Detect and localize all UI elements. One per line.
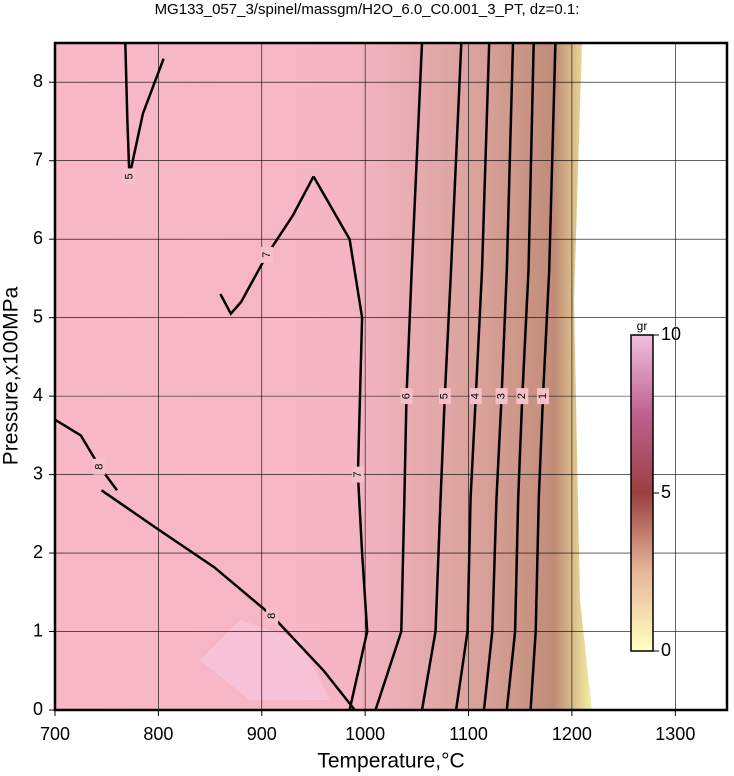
contour-label: 1 [537, 393, 549, 399]
contour-label-bg [266, 607, 279, 624]
x-axis-label: Temperature,°C [317, 750, 464, 773]
contour-line [482, 42, 515, 711]
contour-line [505, 42, 535, 711]
plot-frame [53, 41, 729, 712]
contour-label: 3 [496, 393, 508, 399]
contour-label: 6 [400, 393, 412, 399]
colorbar-label: gr [637, 319, 648, 333]
y-tick-label: 0 [33, 699, 43, 719]
x-tick-label: 1200 [552, 724, 592, 744]
contour-line [454, 42, 491, 711]
contour-label: 7 [261, 252, 273, 258]
colorbar-tick-label: 10 [661, 324, 681, 344]
stability-field [55, 43, 592, 710]
contour-label: 5 [123, 173, 135, 179]
contour-label-bg [400, 388, 413, 405]
contour-line [374, 42, 424, 711]
y-tick-label: 8 [33, 71, 43, 91]
y-axis-label: Pressure,x100MPa [0, 286, 23, 465]
x-tick-label: 1300 [655, 724, 695, 744]
contour-label-bg [495, 388, 508, 405]
colorbar-tick-label: 0 [661, 640, 671, 660]
contour-label-bg [438, 388, 451, 405]
contour-label: 5 [439, 393, 451, 399]
contour-label-bg [351, 466, 364, 483]
x-tick-label: 700 [40, 724, 70, 744]
x-tick-label: 1000 [345, 724, 385, 744]
y-tick-label: 6 [33, 228, 43, 248]
contour-label: 7 [352, 472, 364, 478]
y-tick-label: 7 [33, 149, 43, 169]
contours: 6 5 4 3 2 1 7 8 8 5 7 [54, 42, 557, 711]
contour-label: 8 [266, 613, 278, 619]
contour-label: 8 [93, 464, 105, 470]
contour-line [100, 489, 356, 711]
contour-label-bg [123, 168, 136, 185]
y-tick-label: 1 [33, 620, 43, 640]
x-tick-label: 1100 [449, 724, 488, 744]
y-tick-label: 2 [33, 542, 43, 562]
contour-line [219, 175, 315, 316]
contour-label: 2 [516, 393, 528, 399]
colorbar: gr 0 5 10 [630, 319, 681, 660]
x-tick-label: 800 [143, 724, 173, 744]
y-tick-label: 3 [33, 463, 43, 483]
contour-label-bg [469, 388, 482, 405]
contour-line [529, 42, 557, 711]
contour-line [54, 418, 119, 492]
contour-line [312, 175, 369, 711]
contour-label-bg [93, 458, 106, 475]
colorbar-tick-label: 5 [661, 482, 671, 502]
contour-label-bg [536, 388, 549, 405]
colorbar-scale [630, 334, 654, 652]
low-region [200, 620, 330, 700]
contour-label: 4 [470, 393, 482, 399]
chart-title: MG133_057_3/spinel/massgm/H2O_6.0_C0.001… [155, 1, 580, 18]
contour-label-bg [260, 246, 273, 263]
contour-line [420, 42, 463, 711]
y-tick-label: 5 [33, 306, 43, 326]
y-tick-label: 4 [33, 385, 43, 405]
x-tick-label: 900 [247, 724, 277, 744]
contour-label-bg [516, 388, 529, 405]
